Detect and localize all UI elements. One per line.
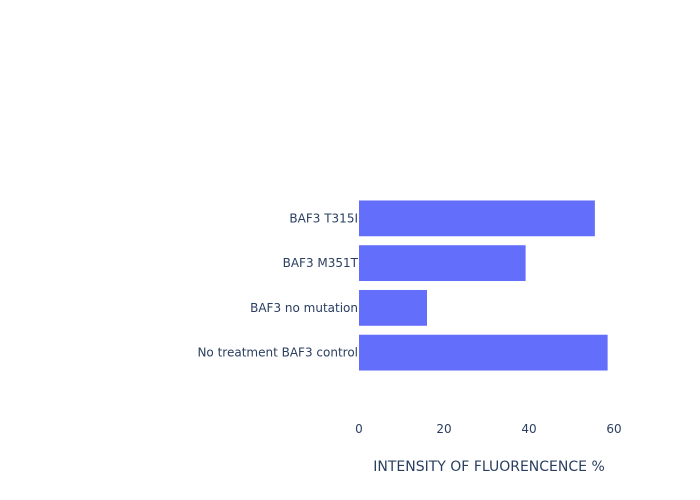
category-label: BAF3 M351T	[283, 256, 359, 270]
x-tick-label: 60	[606, 422, 621, 436]
category-label: BAF3 T315I	[289, 211, 358, 225]
bar-baf3-m351t	[359, 245, 526, 282]
x-tick-label: 40	[521, 422, 536, 436]
category-label: BAF3 no mutation	[250, 301, 358, 315]
bar-baf3-t315i	[359, 200, 595, 237]
x-tick-label: 20	[436, 422, 451, 436]
bar-no-treatment-baf3-control	[359, 334, 608, 371]
bars-group	[359, 200, 608, 371]
category-labels: No treatment BAF3 control BAF3 no mutatio…	[197, 211, 358, 359]
x-tick-label: 0	[355, 422, 363, 436]
category-label: No treatment BAF3 control	[197, 346, 358, 360]
x-tick-labels: 0 20 40 60	[355, 422, 621, 436]
bar-baf3-no-mutation	[359, 289, 427, 326]
x-axis-title: INTENSITY OF FLUORENCENCE %	[373, 459, 605, 475]
